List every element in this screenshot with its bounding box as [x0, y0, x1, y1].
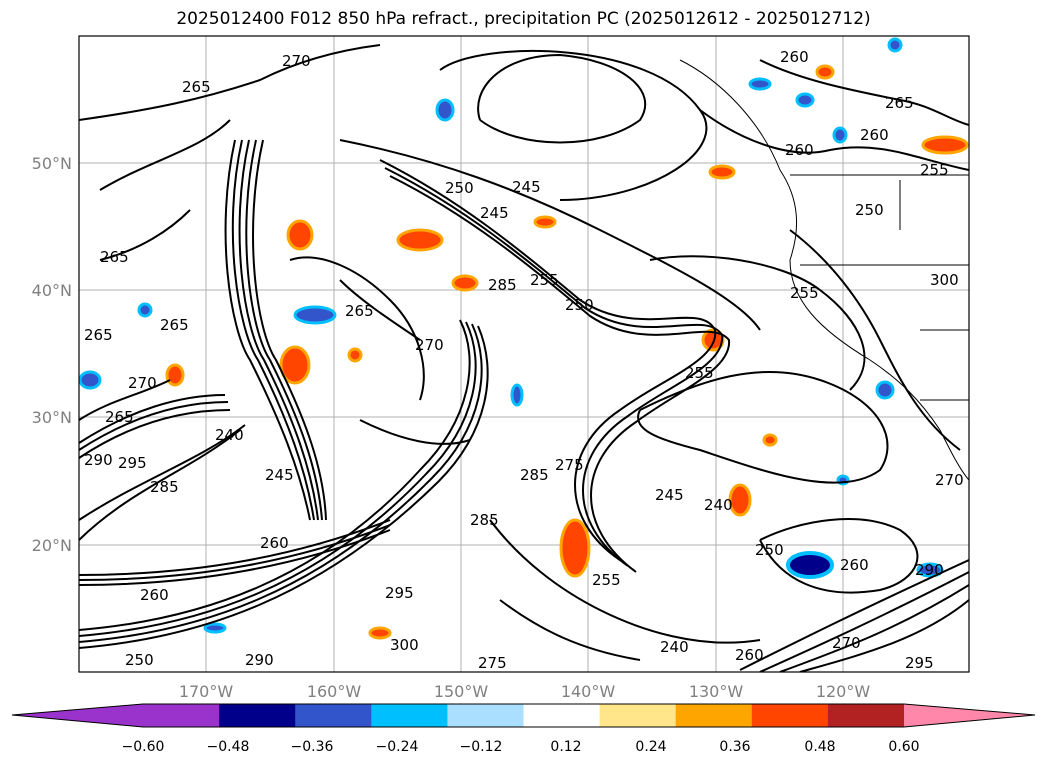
contour-label: 290: [915, 561, 944, 579]
colorbar-tick-label: 0.48: [804, 739, 835, 755]
contour-label: 270: [282, 52, 311, 70]
lon-label: 160°W: [307, 682, 362, 701]
colorbar-cell: [143, 704, 220, 727]
contour-label: 245: [655, 486, 684, 504]
contour-label: 260: [840, 556, 869, 574]
coastline: [679, 59, 969, 481]
contour-label: 275: [478, 654, 507, 672]
lon-label: 130°W: [689, 682, 744, 701]
contour-label: 250: [855, 201, 884, 219]
contour-label: 245: [265, 466, 294, 484]
contour-label: 260: [860, 126, 889, 144]
colorbar-tick-label: 0.36: [719, 739, 750, 755]
contour-label: 250: [755, 541, 784, 559]
lat-label: 50°N: [32, 154, 72, 173]
contour-label: 270: [935, 471, 964, 489]
contour-label: 265: [345, 302, 374, 320]
colorbar-cell: [219, 704, 296, 727]
contour-label: 285: [470, 511, 499, 529]
contour-label: 265: [160, 316, 189, 334]
colorbar-cell: [447, 704, 524, 727]
contour-label: 245: [512, 178, 541, 196]
contour-label: 290: [245, 651, 274, 669]
lon-label: 170°W: [179, 682, 234, 701]
colorbar-cell: [371, 704, 448, 727]
contour-label: 300: [390, 636, 419, 654]
lat-label: 20°N: [32, 536, 72, 555]
contour-label: 295: [905, 654, 934, 672]
contour-label: 265: [182, 78, 211, 96]
lat-label: 40°N: [32, 281, 72, 300]
contour-label: 240: [704, 496, 733, 514]
lon-label: 150°W: [434, 682, 489, 701]
contour-label: 265: [84, 326, 113, 344]
contour-label: 295: [385, 584, 414, 602]
colorbar-tick-label: −0.36: [291, 739, 334, 755]
colorbar-cell: [751, 704, 829, 727]
contour-label: 285: [520, 466, 549, 484]
contour-label: 300: [930, 271, 959, 289]
contour-label: 270: [832, 634, 861, 652]
colorbar-tick-label: −0.24: [376, 739, 419, 755]
contour-label: 260: [785, 141, 814, 159]
contour-label: 265: [885, 94, 914, 112]
refractivity-contours: [79, 44, 969, 672]
contour-label: 260: [780, 48, 809, 66]
contour-label: 260: [260, 534, 289, 552]
colorbar: −0.60 −0.48 −0.36 −0.24 −0.12 0.12 0.24 …: [11, 703, 1036, 755]
contour-label: 290: [84, 451, 113, 469]
contour-label: 240: [660, 638, 689, 656]
map-frame: [78, 35, 970, 673]
lon-label: 120°W: [816, 682, 871, 701]
contour-label: 250: [445, 179, 474, 197]
contour-label: 260: [140, 586, 169, 604]
precip-patches: [79, 37, 969, 640]
colorbar-cell: [827, 704, 905, 727]
longitude-labels: 170°W 160°W 150°W 140°W 130°W 120°W: [179, 682, 871, 701]
contour-label: 265: [100, 248, 129, 266]
contour-label: 250: [565, 296, 594, 314]
contour-label: 245: [480, 204, 509, 222]
contour-label: 285: [488, 276, 517, 294]
lat-label: 30°N: [32, 408, 72, 427]
colorbar-tick-label: 0.24: [635, 739, 666, 755]
colorbar-cell: [599, 704, 677, 727]
contour-label: 260: [735, 646, 764, 664]
colorbar-extend-right: [904, 704, 1035, 727]
colorbar-tick-label: −0.12: [460, 739, 503, 755]
colorbar-tick-label: 0.60: [888, 739, 919, 755]
contour-label: 275: [555, 456, 584, 474]
contour-label: 240: [215, 426, 244, 444]
colorbar-cell: [523, 704, 601, 727]
contour-label: 270: [415, 336, 444, 354]
contour-label: 255: [530, 271, 559, 289]
colorbar-tick-label: 0.12: [550, 739, 581, 755]
contour-label: 250: [125, 651, 154, 669]
colorbar-extend-left: [12, 704, 143, 727]
contour-label: 255: [920, 161, 949, 179]
colorbar-cell: [675, 704, 753, 727]
contour-label: 255: [685, 364, 714, 382]
contour-label: 270: [128, 374, 157, 392]
colorbar-tick-label: −0.48: [207, 739, 250, 755]
colorbar-cell: [295, 704, 372, 727]
contour-labels: 265 270 265 265 265 270 265 290 295 285 …: [84, 48, 964, 672]
chart-title: 2025012400 F012 850 hPa refract., precip…: [176, 9, 871, 29]
lon-label: 140°W: [561, 682, 616, 701]
latitude-labels: 50°N 40°N 30°N 20°N: [32, 154, 72, 555]
contour-label: 285: [150, 478, 179, 496]
contour-label: 265: [105, 408, 134, 426]
contour-label: 295: [118, 454, 147, 472]
contour-label: 255: [790, 284, 819, 302]
contour-label: 255: [592, 571, 621, 589]
colorbar-tick-label: −0.60: [122, 739, 165, 755]
